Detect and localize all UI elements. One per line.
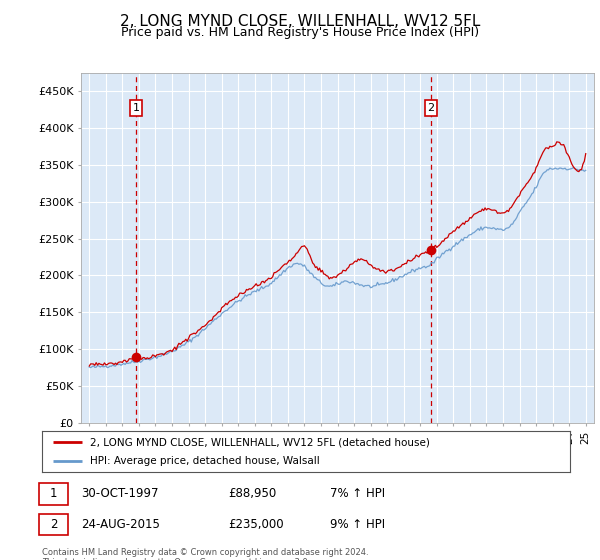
Text: Contains HM Land Registry data © Crown copyright and database right 2024.
This d: Contains HM Land Registry data © Crown c… [42,548,368,560]
Text: HPI: Average price, detached house, Walsall: HPI: Average price, detached house, Wals… [89,456,319,465]
Text: £88,950: £88,950 [228,487,276,501]
Text: 9% ↑ HPI: 9% ↑ HPI [330,518,385,531]
Text: 24-AUG-2015: 24-AUG-2015 [81,518,160,531]
Text: 2, LONG MYND CLOSE, WILLENHALL, WV12 5FL: 2, LONG MYND CLOSE, WILLENHALL, WV12 5FL [120,14,480,29]
Text: 2: 2 [50,518,57,531]
Text: 30-OCT-1997: 30-OCT-1997 [81,487,158,501]
Text: 2: 2 [427,103,434,113]
Text: 2, LONG MYND CLOSE, WILLENHALL, WV12 5FL (detached house): 2, LONG MYND CLOSE, WILLENHALL, WV12 5FL… [89,437,430,447]
Text: £235,000: £235,000 [228,518,284,531]
Text: Price paid vs. HM Land Registry's House Price Index (HPI): Price paid vs. HM Land Registry's House … [121,26,479,39]
Text: 1: 1 [133,103,140,113]
Text: 7% ↑ HPI: 7% ↑ HPI [330,487,385,501]
Text: 1: 1 [50,487,57,501]
